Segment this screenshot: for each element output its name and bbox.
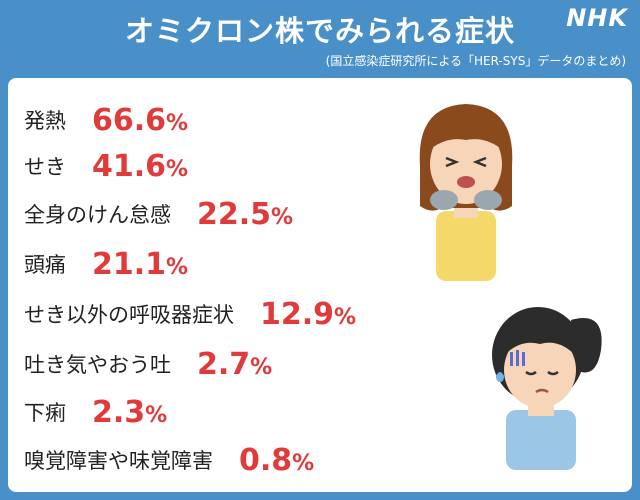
symptom-label: 発熱 <box>24 109 66 133</box>
symptom-label: 下痢 <box>24 401 66 425</box>
coughing-woman-icon <box>419 104 513 281</box>
symptom-percentage: 21.1% <box>92 247 188 282</box>
symptom-percentage: 66.6% <box>92 103 188 138</box>
symptom-label: 全身のけん怠感 <box>24 203 171 227</box>
percentage-number: 66.6 <box>92 102 167 138</box>
percentage-unit: % <box>166 110 189 136</box>
percentage-unit: % <box>166 254 189 280</box>
percentage-number: 21.1 <box>92 246 167 282</box>
symptom-label: せき <box>24 155 66 179</box>
symptom-percentage: 2.7% <box>197 347 272 382</box>
symptom-row: 吐き気やおう吐 2.7% <box>24 340 272 388</box>
symptom-label: 頭痛 <box>24 253 66 277</box>
percentage-number: 41.6 <box>92 148 167 184</box>
symptom-percentage: 22.5% <box>197 197 293 232</box>
symptom-row: 全身のけん怠感 22.5% <box>24 190 293 238</box>
percentage-unit: % <box>292 450 315 476</box>
symptom-row: 頭痛 21.1% <box>24 240 188 288</box>
page-title: オミクロン株でみられる症状 <box>124 14 515 48</box>
percentage-number: 22.5 <box>197 196 272 232</box>
symptom-row: せき 41.6% <box>24 142 188 190</box>
symptom-row: 発熱 66.6% <box>24 96 188 144</box>
symptom-panel: 発熱 66.6% せき 41.6% 全身のけん怠感 22.5% 頭痛 21.1% せき以外の呼吸… <box>8 78 632 492</box>
percentage-number: 0.8 <box>239 442 293 478</box>
percentage-unit: % <box>334 304 357 330</box>
percentage-number: 2.7 <box>197 346 251 382</box>
symptom-label: せき以外の呼吸器症状 <box>24 303 234 327</box>
symptom-row: 下痢 2.3% <box>24 388 167 436</box>
nhk-logo: NHK <box>566 4 628 32</box>
symptom-percentage: 12.9% <box>260 297 356 332</box>
headache-woman-icon <box>492 307 602 470</box>
symptom-label: 吐き気やおう吐 <box>24 353 171 377</box>
percentage-unit: % <box>271 204 294 230</box>
symptom-percentage: 2.3% <box>92 395 167 430</box>
percentage-number: 12.9 <box>260 296 335 332</box>
percentage-unit: % <box>166 156 189 182</box>
percentage-unit: % <box>250 354 273 380</box>
header: オミクロン株でみられる症状 NHK (国立感染症研究所による「HER-SYS」デ… <box>0 0 640 76</box>
source-note: (国立感染症研究所による「HER-SYS」データのまとめ) <box>325 54 626 68</box>
percentage-unit: % <box>145 402 168 428</box>
symptom-label: 嗅覚障害や味覚障害 <box>24 449 213 473</box>
symptom-percentage: 0.8% <box>239 443 314 478</box>
symptom-row: せき以外の呼吸器症状 12.9% <box>24 290 356 338</box>
symptom-row: 嗅覚障害や味覚障害 0.8% <box>24 436 314 484</box>
symptom-percentage: 41.6% <box>92 149 188 184</box>
percentage-number: 2.3 <box>92 394 146 430</box>
